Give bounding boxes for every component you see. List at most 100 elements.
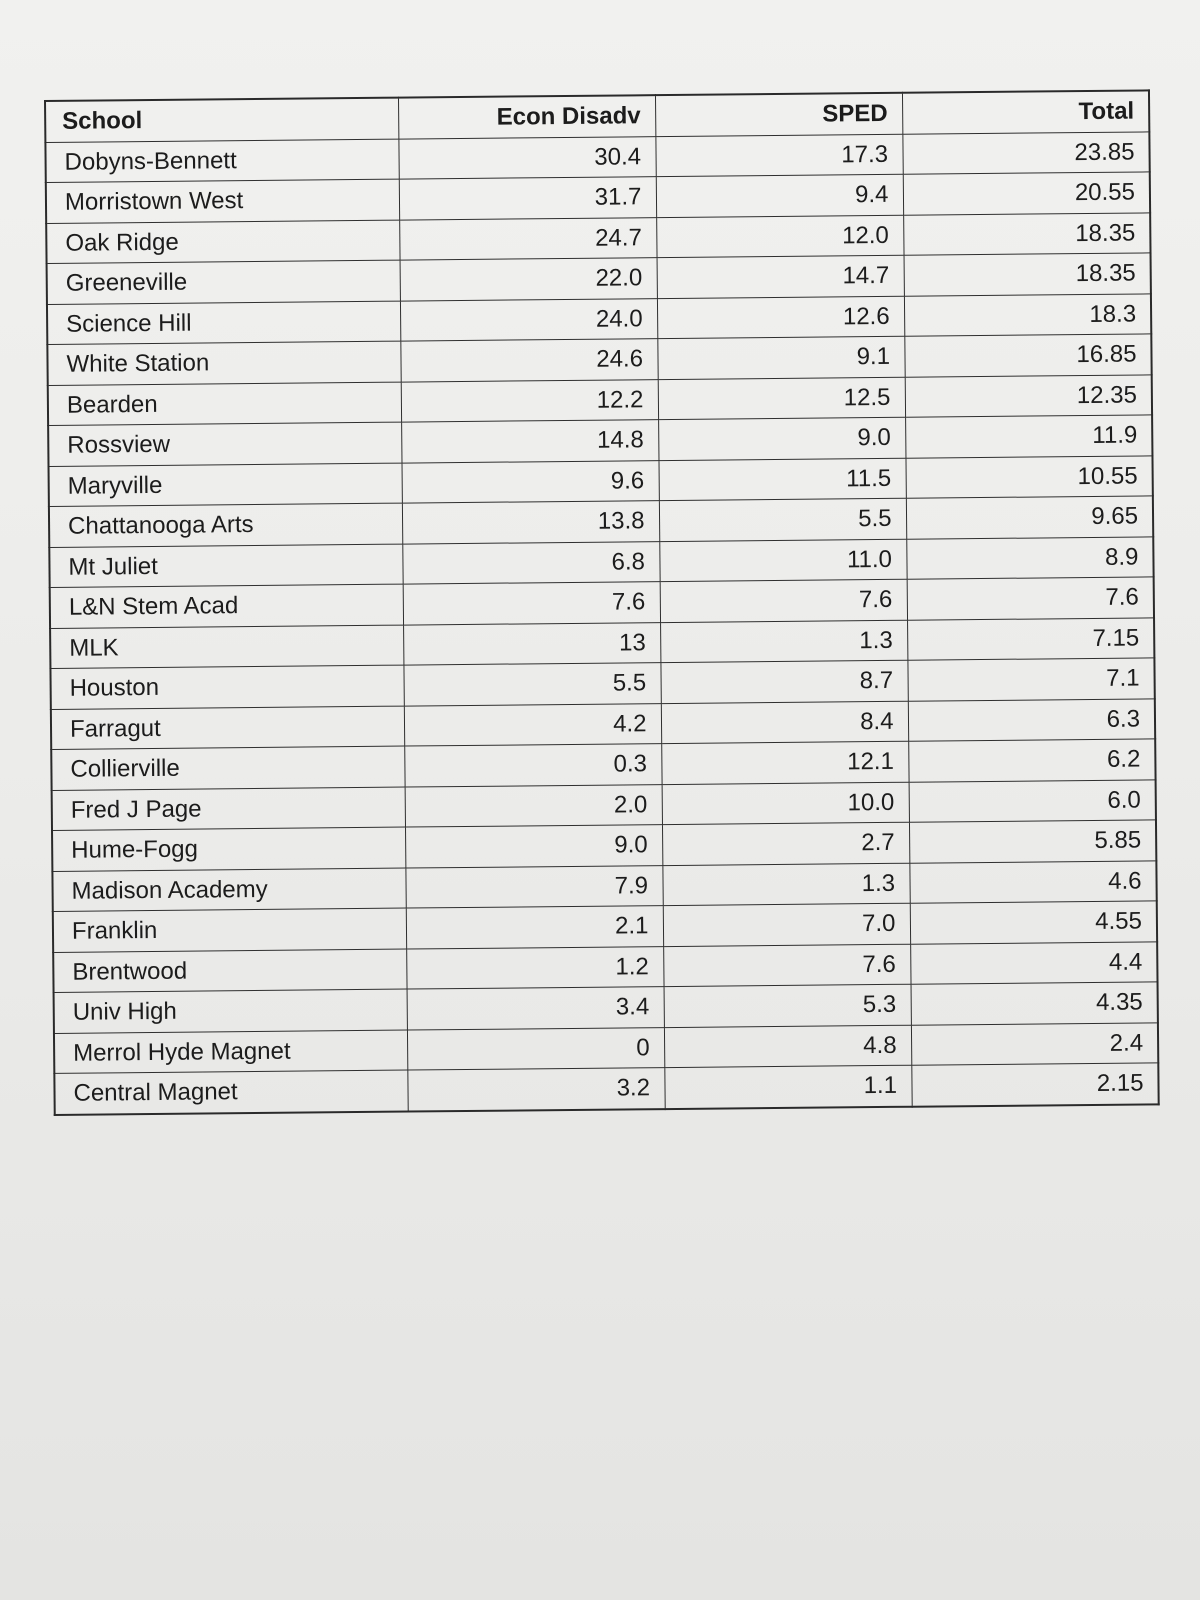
sped-cell: 7.6 xyxy=(663,943,911,987)
econ-disadv-cell: 22.0 xyxy=(399,257,657,301)
school-name-cell: Oak Ridge xyxy=(46,219,400,264)
econ-disadv-cell: 0 xyxy=(406,1027,665,1071)
school-name-cell: Franklin xyxy=(52,908,407,952)
sped-cell: 5.5 xyxy=(658,498,907,542)
total-cell: 11.9 xyxy=(905,414,1153,458)
total-cell: 7.6 xyxy=(906,576,1155,620)
sped-cell: 7.6 xyxy=(659,579,908,623)
econ-disadv-cell: 12.2 xyxy=(400,379,659,423)
sped-cell: 8.4 xyxy=(660,700,909,744)
sped-cell: 1.1 xyxy=(664,1065,912,1109)
total-cell: 18.35 xyxy=(903,252,1151,296)
total-cell: 2.15 xyxy=(911,1062,1159,1107)
econ-disadv-cell: 2.1 xyxy=(405,905,664,949)
school-name-cell: L&N Stem Acad xyxy=(49,584,404,628)
school-name-cell: Chattanooga Arts xyxy=(48,503,403,547)
school-name-cell: Merrol Hyde Magnet xyxy=(53,1029,408,1074)
column-header-sped: SPED xyxy=(654,92,903,137)
econ-disadv-cell: 7.9 xyxy=(405,865,663,909)
econ-disadv-cell: 14.8 xyxy=(401,419,659,463)
econ-disadv-cell: 13 xyxy=(403,622,661,666)
sped-cell: 14.7 xyxy=(656,255,904,299)
school-name-cell: Maryville xyxy=(48,462,402,507)
total-cell: 23.85 xyxy=(902,131,1150,175)
column-header-econ-disadv: Econ Disadv xyxy=(397,95,656,139)
school-name-cell: Morristown West xyxy=(45,179,400,223)
econ-disadv-cell: 4.2 xyxy=(403,703,662,747)
school-scores-table: School Econ Disadv SPED Total Dobyns-Ben… xyxy=(44,89,1160,1116)
econ-disadv-cell: 30.4 xyxy=(398,136,656,180)
sped-cell: 2.7 xyxy=(661,822,910,866)
sped-cell: 12.1 xyxy=(661,741,909,785)
sped-cell: 12.0 xyxy=(656,214,904,258)
econ-disadv-cell: 6.8 xyxy=(402,541,660,585)
econ-disadv-cell: 24.0 xyxy=(399,298,658,342)
total-cell: 6.0 xyxy=(908,779,1156,823)
econ-disadv-cell: 9.6 xyxy=(401,460,659,504)
total-cell: 5.85 xyxy=(908,819,1157,863)
table-body: Dobyns-Bennett 30.4 17.3 23.85 Morristown We… xyxy=(45,131,1159,1115)
school-name-cell: Dobyns-Bennett xyxy=(45,138,399,183)
sped-cell: 9.4 xyxy=(655,174,904,218)
school-name-cell: Central Magnet xyxy=(54,1070,408,1115)
sped-cell: 9.1 xyxy=(657,336,905,380)
sped-cell: 9.0 xyxy=(658,417,906,461)
school-name-cell: Mt Juliet xyxy=(49,543,403,588)
econ-disadv-cell: 13.8 xyxy=(401,500,660,544)
sped-cell: 1.3 xyxy=(660,619,908,663)
sped-cell: 17.3 xyxy=(655,133,903,177)
sped-cell: 7.0 xyxy=(662,903,911,947)
total-cell: 4.35 xyxy=(910,981,1158,1025)
total-cell: 4.4 xyxy=(910,941,1158,985)
econ-disadv-cell: 31.7 xyxy=(398,176,657,220)
total-cell: 20.55 xyxy=(902,171,1151,215)
school-name-cell: Hume-Fogg xyxy=(52,827,406,871)
total-cell: 18.35 xyxy=(903,212,1151,256)
econ-disadv-cell: 3.4 xyxy=(406,986,664,1030)
econ-disadv-cell: 0.3 xyxy=(404,743,662,787)
sped-cell: 11.5 xyxy=(658,457,906,501)
econ-disadv-cell: 3.2 xyxy=(407,1067,665,1112)
table-container: School Econ Disadv SPED Total Dobyns-Ben… xyxy=(44,89,1160,1116)
total-cell: 18.3 xyxy=(903,293,1152,337)
total-cell: 6.2 xyxy=(908,738,1156,782)
school-name-cell: Collierville xyxy=(51,746,405,790)
sped-cell: 11.0 xyxy=(659,538,907,582)
school-name-cell: Science Hill xyxy=(46,300,401,345)
sped-cell: 10.0 xyxy=(661,781,909,825)
econ-disadv-cell: 1.2 xyxy=(406,946,664,990)
total-cell: 7.15 xyxy=(907,617,1155,661)
econ-disadv-cell: 5.5 xyxy=(403,662,661,706)
total-cell: 7.1 xyxy=(907,657,1155,701)
total-cell: 10.55 xyxy=(905,455,1153,499)
school-name-cell: Bearden xyxy=(47,381,402,426)
school-name-cell: Univ High xyxy=(53,989,407,1033)
sped-cell: 4.8 xyxy=(663,1024,912,1068)
total-cell: 16.85 xyxy=(904,333,1152,377)
school-name-cell: Rossview xyxy=(48,422,402,466)
school-name-cell: Greeneville xyxy=(46,260,400,304)
school-name-cell: White Station xyxy=(47,341,401,385)
sped-cell: 12.6 xyxy=(656,295,905,339)
school-name-cell: Brentwood xyxy=(53,948,407,993)
total-cell: 9.65 xyxy=(905,495,1154,539)
total-cell: 2.4 xyxy=(910,1022,1159,1066)
total-cell: 6.3 xyxy=(907,698,1156,742)
column-header-school: School xyxy=(45,97,399,142)
sped-cell: 12.5 xyxy=(657,376,906,420)
total-cell: 8.9 xyxy=(906,536,1154,580)
total-cell: 4.6 xyxy=(909,860,1157,904)
total-cell: 4.55 xyxy=(909,900,1158,944)
school-name-cell: Houston xyxy=(50,665,404,709)
school-name-cell: MLK xyxy=(50,624,404,669)
econ-disadv-cell: 7.6 xyxy=(402,581,661,625)
sped-cell: 5.3 xyxy=(663,984,911,1028)
total-cell: 12.35 xyxy=(904,374,1153,418)
econ-disadv-cell: 9.0 xyxy=(404,824,663,868)
school-name-cell: Farragut xyxy=(50,705,405,750)
column-header-total: Total xyxy=(901,90,1150,134)
school-name-cell: Madison Academy xyxy=(52,867,406,912)
sped-cell: 8.7 xyxy=(660,660,908,704)
sped-cell: 1.3 xyxy=(662,862,910,906)
